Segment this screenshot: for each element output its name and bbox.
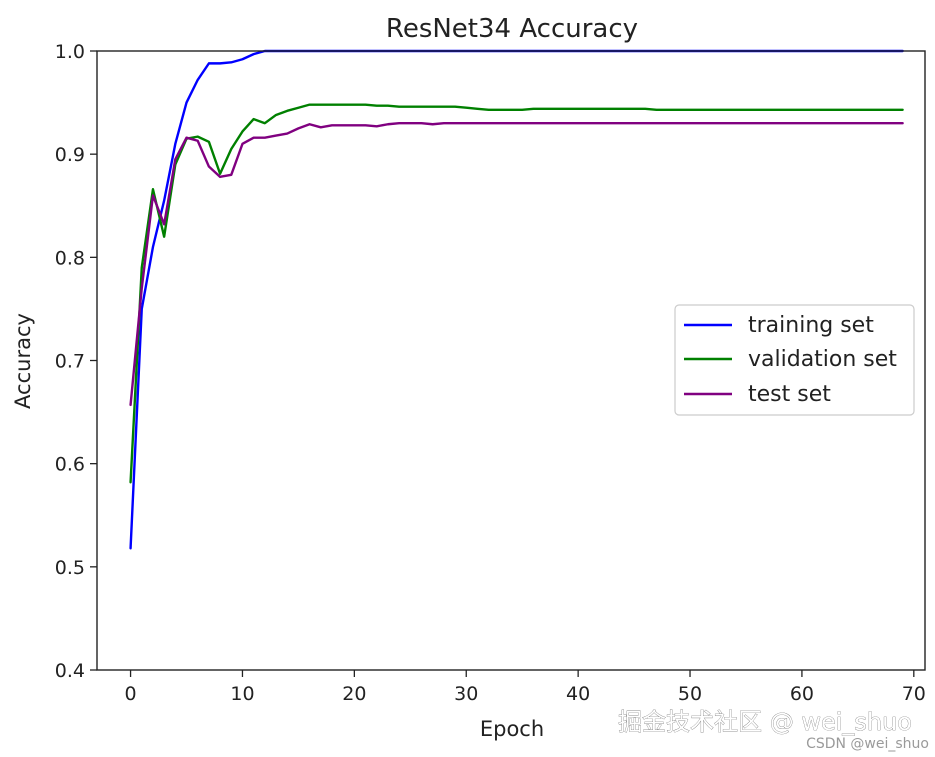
watermark-main: 掘金技术社区 @ wei_shuo [618, 708, 912, 736]
y-axis-ticks: 0.4 0.5 0.6 0.7 0.8 0.9 1.0 [55, 41, 97, 682]
y-tick-label: 0.9 [55, 144, 85, 166]
y-tick-label: 0.7 [55, 351, 85, 373]
x-axis-ticks: 0 10 20 30 40 50 60 70 [125, 670, 926, 705]
y-axis-label: Accuracy [11, 313, 35, 409]
legend-label-training: training set [748, 313, 874, 338]
x-axis-label: Epoch [480, 717, 544, 741]
series-line-validation-set [129, 103, 904, 484]
y-tick-label: 0.5 [55, 557, 85, 579]
x-tick-label: 30 [454, 683, 478, 705]
x-tick-label: 60 [790, 683, 814, 705]
x-tick-label: 70 [902, 683, 926, 705]
plot-lines [129, 49, 904, 550]
legend-label-validation: validation set [748, 347, 897, 372]
watermark-sub: CSDN @wei_shuo [806, 736, 929, 752]
y-tick-label: 0.4 [55, 660, 85, 682]
x-tick-label: 50 [678, 683, 702, 705]
y-tick-label: 0.6 [55, 454, 85, 476]
x-tick-label: 0 [125, 683, 137, 705]
series-line-test-set [129, 122, 904, 407]
x-tick-label: 20 [342, 683, 366, 705]
chart-title: ResNet34 Accuracy [386, 14, 638, 44]
y-tick-label: 0.8 [55, 247, 85, 269]
legend-box [674, 304, 915, 416]
legend: training set validation set test set [674, 304, 915, 416]
y-tick-label: 1.0 [55, 41, 85, 63]
x-tick-label: 10 [230, 683, 254, 705]
x-tick-label: 40 [566, 683, 590, 705]
legend-label-test: test set [748, 382, 831, 407]
